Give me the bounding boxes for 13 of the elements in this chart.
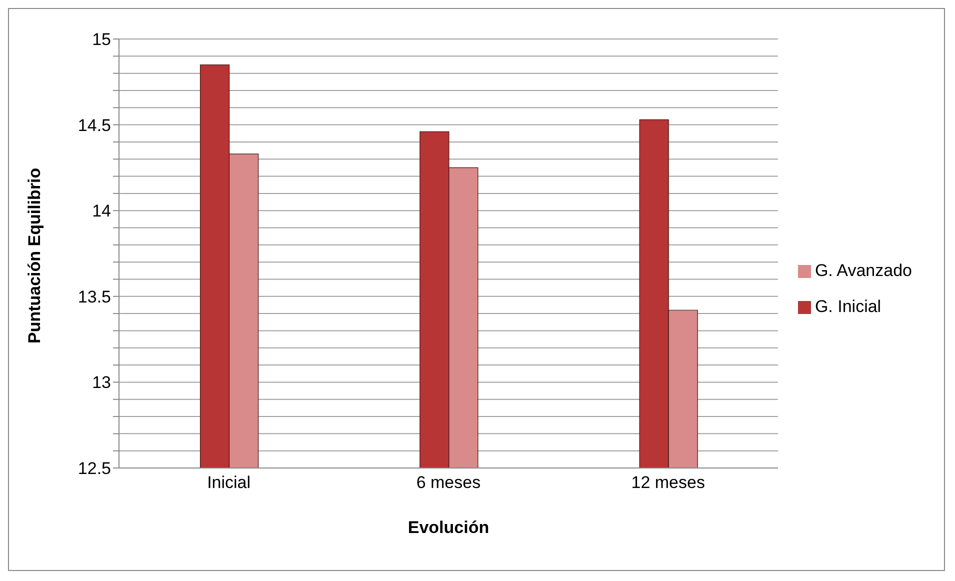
y-tick-label: 15	[92, 30, 111, 50]
y-tick-label: 12.5	[78, 459, 111, 478]
x-tick-label: 6 meses	[416, 473, 481, 492]
legend-label: G. Inicial	[814, 296, 882, 316]
x-axis-title: Evolución	[408, 518, 490, 537]
y-tick-label: 13	[92, 373, 111, 392]
y-tick-label: 13.5	[78, 287, 111, 306]
x-tick-label: Inicial	[207, 473, 251, 492]
y-tick-label: 14	[92, 202, 111, 221]
x-tick-label: 12 meses	[631, 473, 705, 492]
y-axis-title: Puntuación Equilibrio	[25, 168, 44, 344]
y-tick-label: 14.5	[78, 116, 111, 135]
legend-label: G. Avanzado	[814, 260, 912, 280]
